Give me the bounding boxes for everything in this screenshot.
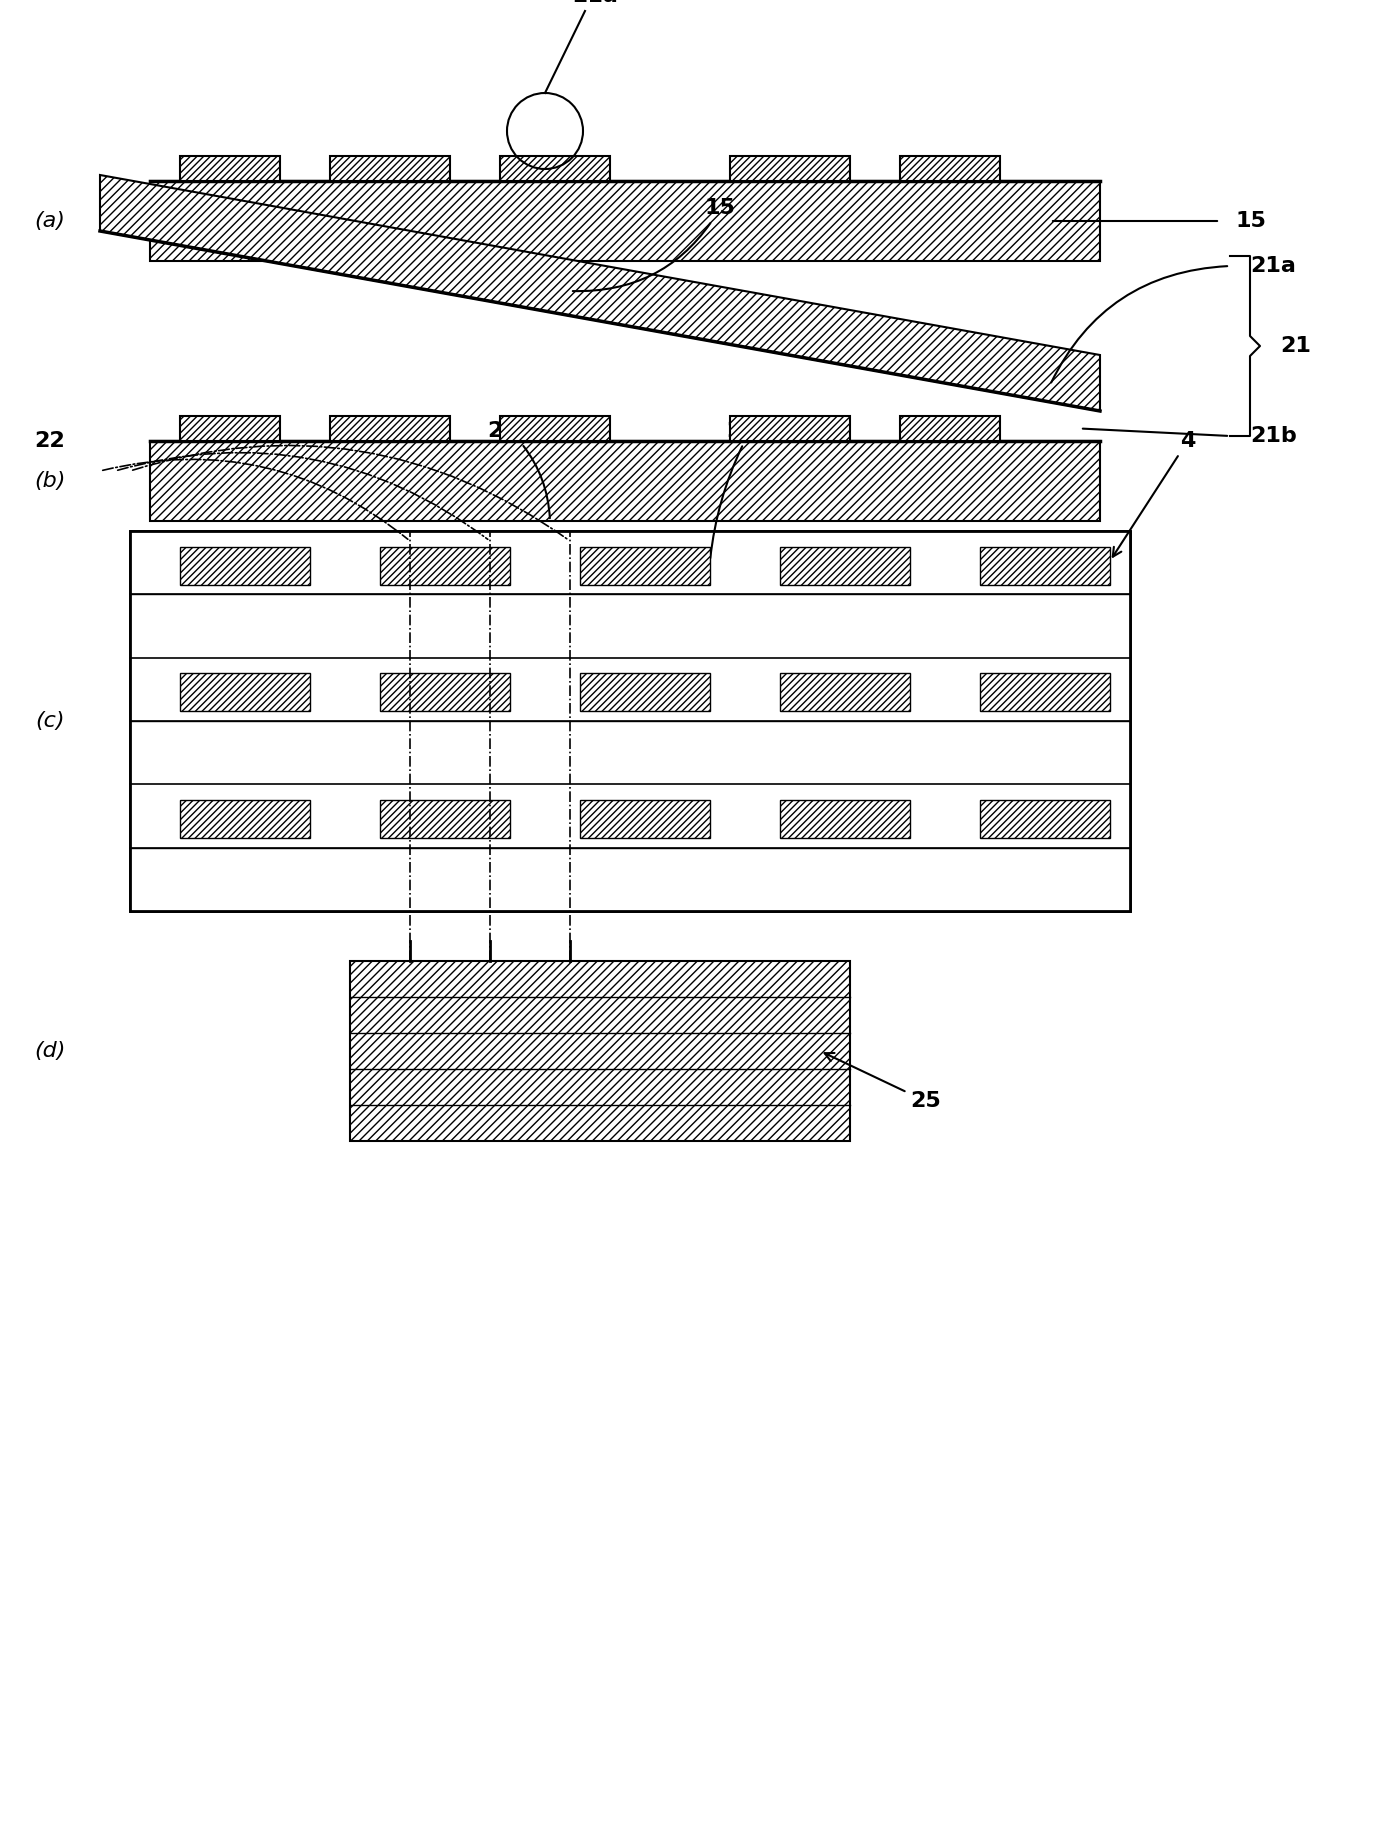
Text: 25: 25 xyxy=(825,1053,941,1110)
Bar xyxy=(179,547,310,585)
Bar xyxy=(330,156,450,180)
Text: 21b: 21b xyxy=(711,422,773,558)
Bar xyxy=(900,156,1000,180)
Bar xyxy=(730,156,850,180)
Text: 21: 21 xyxy=(1281,337,1311,355)
Bar xyxy=(130,530,1130,595)
Text: 4: 4 xyxy=(1112,431,1195,556)
Bar xyxy=(130,595,1130,657)
Bar xyxy=(780,547,909,585)
Bar xyxy=(179,156,280,180)
Text: 21a: 21a xyxy=(1250,256,1296,276)
Polygon shape xyxy=(99,175,1100,411)
Bar xyxy=(380,801,511,838)
Text: (a): (a) xyxy=(34,212,65,230)
Bar xyxy=(580,801,709,838)
Bar xyxy=(730,416,850,442)
Text: (b): (b) xyxy=(34,471,66,492)
Bar xyxy=(980,801,1110,838)
Bar xyxy=(980,547,1110,585)
Bar xyxy=(179,674,310,711)
Bar xyxy=(780,674,909,711)
Bar xyxy=(380,674,511,711)
Bar xyxy=(380,547,511,585)
Bar xyxy=(130,657,1130,722)
Bar xyxy=(500,156,610,180)
Text: 21a: 21a xyxy=(573,0,618,6)
Bar xyxy=(980,674,1110,711)
Bar xyxy=(179,416,280,442)
Bar xyxy=(580,547,709,585)
Bar xyxy=(330,416,450,442)
Bar xyxy=(130,847,1130,911)
Text: 15: 15 xyxy=(1235,212,1265,230)
Bar xyxy=(130,530,1130,911)
Bar xyxy=(500,416,610,442)
Bar xyxy=(179,801,310,838)
Bar xyxy=(130,722,1130,784)
Text: (d): (d) xyxy=(34,1040,66,1060)
Text: 15: 15 xyxy=(573,199,736,291)
Text: 21b: 21b xyxy=(1250,425,1297,446)
Bar xyxy=(580,674,709,711)
Bar xyxy=(780,801,909,838)
Bar xyxy=(130,784,1130,847)
Bar xyxy=(900,416,1000,442)
Bar xyxy=(130,530,1130,911)
Text: 22: 22 xyxy=(34,431,65,451)
Bar xyxy=(351,961,850,1141)
Bar xyxy=(150,180,1100,261)
Text: (c): (c) xyxy=(36,711,65,731)
Bar xyxy=(150,442,1100,521)
Text: 21a: 21a xyxy=(487,422,549,517)
